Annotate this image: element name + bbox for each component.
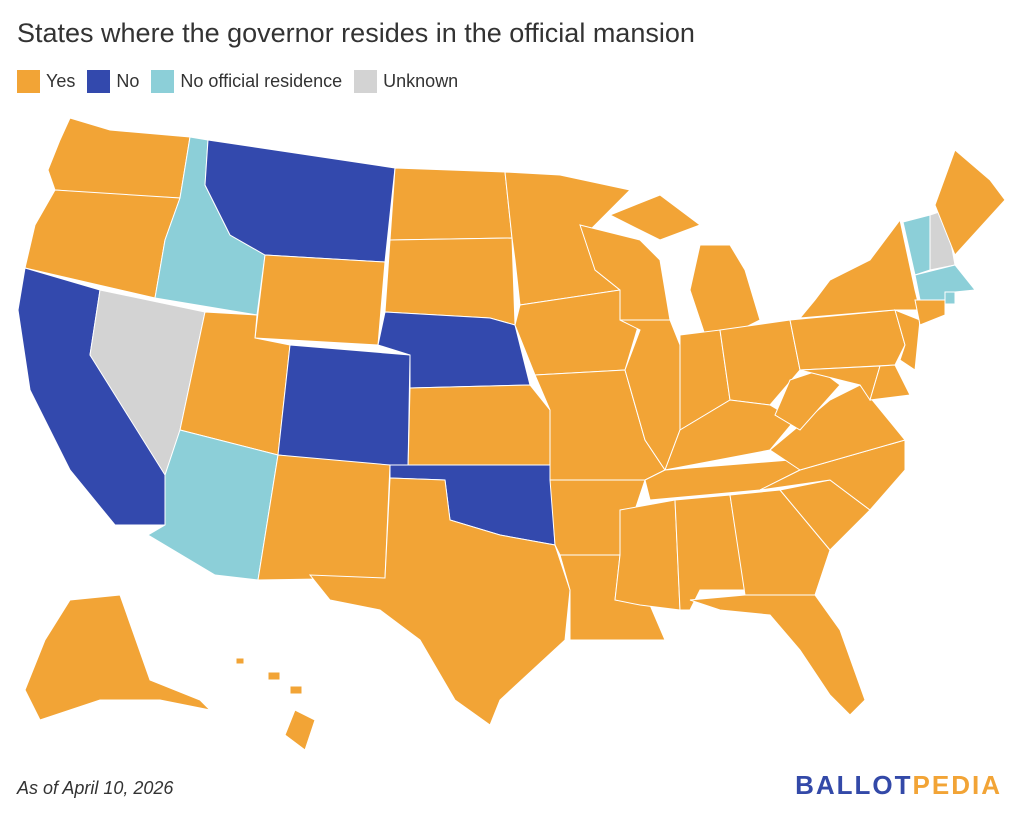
legend-label: Unknown	[383, 71, 459, 91]
state-ms	[614, 499, 681, 611]
logo-part2: PEDIA	[912, 770, 1002, 800]
legend-label: No official residence	[180, 71, 343, 91]
legend-swatch	[87, 70, 111, 93]
ballotpedia-logo: BALLOTPEDIA	[795, 770, 1002, 801]
state-wa	[47, 117, 191, 199]
legend-item-unknown: Unknown	[354, 70, 458, 93]
state-ny	[798, 218, 921, 319]
legend: Yes No No official residence Unknown	[17, 70, 458, 93]
legend-item-no: No	[87, 70, 139, 93]
legend-swatch	[151, 70, 175, 93]
legend-label: No	[116, 71, 140, 91]
state-nm	[257, 454, 391, 581]
state-ct	[914, 299, 946, 326]
legend-swatch	[354, 70, 378, 93]
legend-label: Yes	[46, 71, 76, 91]
state-ga	[729, 489, 831, 596]
state-ri	[944, 291, 956, 305]
legend-item-yes: Yes	[17, 70, 75, 93]
state-me	[934, 149, 1006, 256]
state-va	[769, 384, 906, 471]
state-co	[277, 344, 411, 471]
state-nj	[894, 309, 921, 371]
state-fl	[689, 594, 866, 716]
state-sd	[384, 237, 516, 326]
state-ak	[24, 594, 212, 721]
state-nd	[389, 167, 513, 241]
state-pa	[789, 309, 906, 371]
state-mi	[608, 194, 761, 336]
state-oh	[719, 319, 801, 406]
state-wy	[254, 254, 386, 346]
state-hi	[235, 657, 316, 751]
state-tx	[308, 477, 571, 726]
date-note: As of April 10, 2026	[17, 778, 174, 798]
legend-item-no-residence: No official residence	[151, 70, 342, 93]
logo-part1: BALLOT	[795, 770, 913, 800]
legend-swatch	[17, 70, 40, 93]
state-de	[869, 364, 911, 401]
state-ks	[407, 384, 551, 471]
chart-title: States where the governor resides in the…	[17, 18, 695, 48]
